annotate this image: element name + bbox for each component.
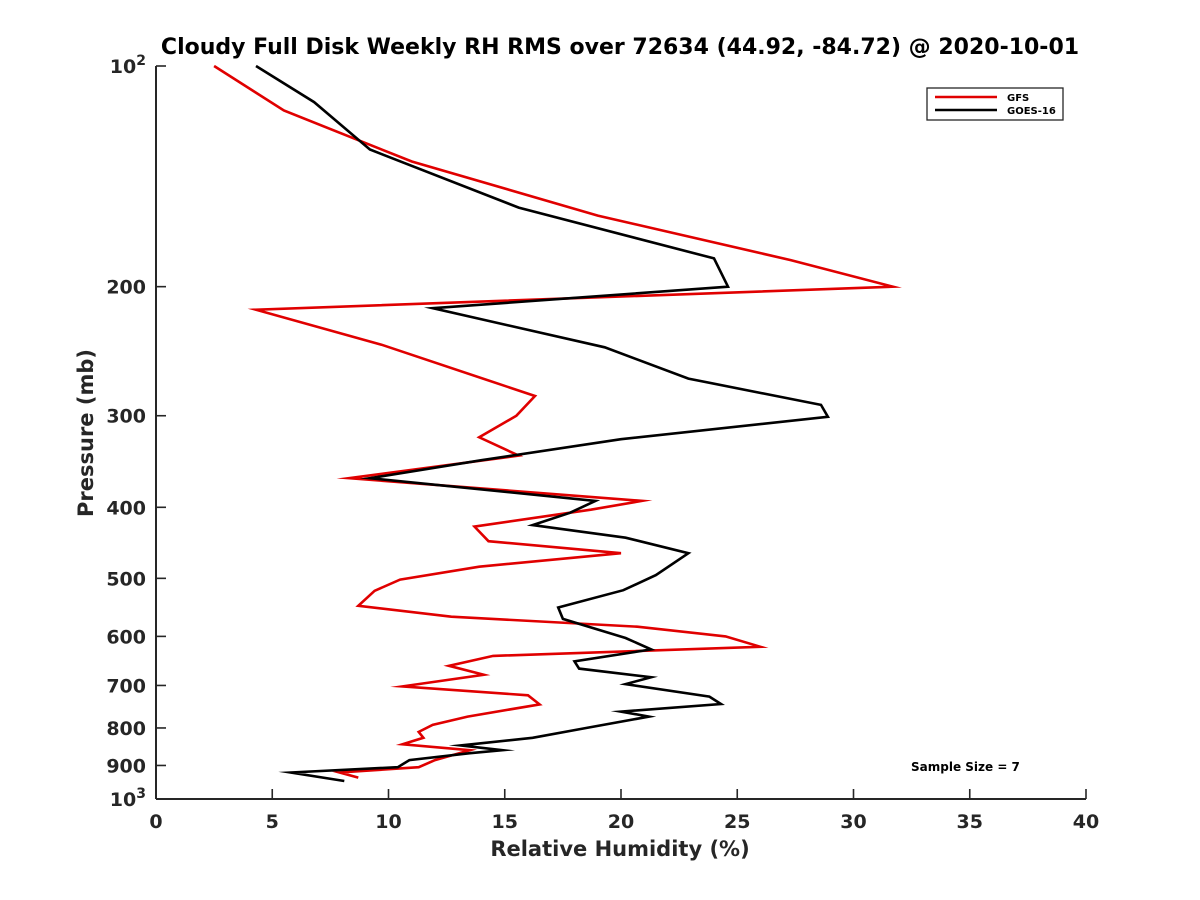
y-tick-label: 300 (106, 406, 146, 428)
x-tick-label: 30 (840, 811, 866, 833)
x-tick-label: 35 (957, 811, 983, 833)
x-tick-label: 5 (266, 811, 279, 833)
x-tick-label: 15 (492, 811, 518, 833)
y-tick-label: 103 (110, 786, 146, 811)
y-tick-label: 600 (106, 626, 146, 648)
chart-title: Cloudy Full Disk Weekly RH RMS over 7263… (161, 35, 1079, 60)
y-tick-label-exponent: 3 (136, 786, 146, 802)
series-line-goes-16 (255, 64, 831, 783)
legend-box (926, 87, 1064, 121)
y-tick-label: 102 (110, 53, 146, 78)
x-tick-label: 20 (608, 811, 634, 833)
legend-entry-label: GOES-16 (1007, 106, 1056, 117)
x-axis-label: Relative Humidity (%) (490, 837, 749, 861)
x-tick-label: 0 (149, 811, 162, 833)
y-tick-label: 500 (106, 568, 146, 590)
x-tick-label: 40 (1073, 811, 1099, 833)
x-tick-label: 25 (724, 811, 750, 833)
y-tick-label-base: 10 (110, 789, 136, 811)
legend-entry-label: GFS (1007, 93, 1029, 104)
legend: GFS GOES-16 (926, 87, 1064, 121)
y-tick-label: 200 (106, 277, 146, 299)
y-axis-label: Pressure (mb) (74, 349, 98, 517)
y-tick-label-exponent: 2 (136, 53, 146, 69)
y-tick-label-base: 10 (110, 56, 136, 78)
series-line-gfs (213, 64, 902, 779)
x-tick-label: 10 (375, 811, 401, 833)
y-tick-label: 900 (106, 755, 146, 777)
plot-area: 0 5 10 15 20 25 30 35 40102200300400500600700800… (106, 53, 1099, 833)
y-tick-label: 700 (106, 675, 146, 697)
y-tick-label: 400 (106, 497, 146, 519)
sample-size-annotation: Sample Size = 7 (911, 760, 1020, 774)
y-tick-label: 800 (106, 718, 146, 740)
